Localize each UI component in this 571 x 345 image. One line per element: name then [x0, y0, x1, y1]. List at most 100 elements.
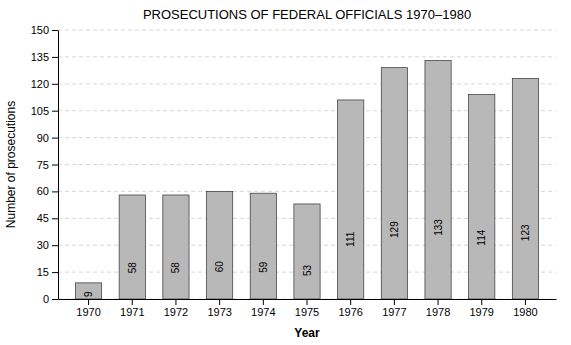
y-tick-mark [52, 299, 58, 300]
grid-line [58, 83, 556, 84]
y-axis-line [58, 31, 59, 300]
x-tick-mark [394, 299, 395, 305]
x-tick: 1976 [338, 299, 362, 318]
x-tick: 1973 [207, 299, 231, 318]
x-tick-label: 1980 [513, 306, 537, 318]
y-tick-mark [52, 245, 58, 246]
y-tick-mark [52, 30, 58, 31]
x-tick-label: 1977 [382, 306, 406, 318]
bar [250, 193, 276, 299]
y-tick: 15 [37, 266, 58, 278]
data-label: 123 [520, 224, 531, 241]
y-tick: 45 [37, 212, 58, 224]
y-tick-label: 120 [31, 78, 49, 90]
plot-area: 1970 1971 1972 1973 1974 1975 1976 1977 1978 1979… [31, 24, 557, 318]
y-tick-label: 90 [37, 132, 49, 144]
y-tick: 60 [37, 185, 58, 197]
data-label: 58 [127, 262, 138, 274]
x-tick-mark [350, 299, 351, 305]
y-tick-mark [52, 165, 58, 166]
y-tick-mark [52, 272, 58, 273]
x-tick-mark [307, 299, 308, 305]
x-tick: 1975 [295, 299, 319, 318]
y-axis: 0 15 30 45 60 75 90 105 120 135 150 [31, 24, 59, 305]
y-tick-label: 150 [31, 24, 49, 36]
y-tick: 30 [37, 239, 58, 251]
chart-svg: 1970 1971 1972 1973 1974 1975 1976 1977 1978 1979… [0, 0, 571, 345]
bar [512, 78, 538, 299]
bar [119, 195, 145, 299]
y-tick: 105 [31, 105, 58, 117]
x-tick-mark [88, 299, 89, 305]
y-tick-mark [52, 191, 58, 192]
y-tick-mark [52, 138, 58, 139]
y-tick: 75 [37, 159, 58, 171]
x-tick-label: 1975 [295, 306, 319, 318]
data-label: 60 [214, 261, 225, 273]
y-tick-label: 45 [37, 212, 49, 224]
x-tick: 1971 [120, 299, 144, 318]
x-tick: 1980 [513, 299, 537, 318]
x-tick: 1979 [469, 299, 493, 318]
bar [469, 95, 495, 299]
data-label: 129 [389, 221, 400, 238]
y-tick: 135 [31, 51, 58, 63]
grid-line [58, 56, 556, 57]
data-label: 59 [258, 261, 269, 273]
y-tick: 120 [31, 78, 58, 90]
x-tick-mark [175, 299, 176, 305]
y-tick-label: 15 [37, 266, 49, 278]
data-labels: 9 58 58 60 59 53 111 129 133 114 123 [83, 219, 531, 297]
bar [75, 283, 101, 299]
bar [381, 68, 407, 299]
y-tick-label: 75 [37, 159, 49, 171]
chart-container: 1970 1971 1972 1973 1974 1975 1976 1977 1978 1979… [0, 0, 571, 345]
grid [58, 30, 556, 299]
x-tick-label: 1971 [120, 306, 144, 318]
y-tick-mark [52, 84, 58, 85]
bars [75, 60, 538, 299]
y-tick-mark [52, 218, 58, 219]
x-tick-label: 1974 [251, 306, 275, 318]
x-tick-label: 1972 [164, 306, 188, 318]
y-tick-label: 30 [37, 239, 49, 251]
y-tick: 0 [43, 293, 58, 305]
bar [163, 195, 189, 299]
y-axis-title: Number of prosecutions [4, 101, 18, 228]
data-label: 9 [83, 291, 94, 297]
y-tick-label: 60 [37, 185, 49, 197]
bar [294, 204, 320, 299]
x-tick-mark [263, 299, 264, 305]
x-tick-mark [438, 299, 439, 305]
x-tick-label: 1973 [207, 306, 231, 318]
x-tick: 1977 [382, 299, 406, 318]
y-tick: 90 [37, 132, 58, 144]
chart-title: PROSECUTIONS OF FEDERAL OFFICIALS 1970–1… [143, 7, 471, 22]
bar [338, 100, 364, 299]
y-tick-label: 105 [31, 105, 49, 117]
data-label: 133 [433, 219, 444, 236]
x-tick: 1974 [251, 299, 275, 318]
x-tick: 1978 [426, 299, 450, 318]
x-tick-mark [219, 299, 220, 305]
x-tick: 1970 [76, 299, 100, 318]
y-tick-mark [52, 111, 58, 112]
bar [207, 191, 233, 299]
data-label: 111 [345, 231, 356, 247]
x-tick-mark [525, 299, 526, 305]
y-tick-label: 0 [43, 293, 49, 305]
bar [425, 60, 451, 299]
x-axis-title: Year [294, 326, 320, 340]
x-tick-label: 1979 [469, 306, 493, 318]
data-label: 53 [302, 264, 313, 276]
x-tick-mark [132, 299, 133, 305]
x-tick-label: 1978 [426, 306, 450, 318]
data-label: 58 [170, 262, 181, 274]
y-tick-label: 135 [31, 51, 49, 63]
x-tick-mark [481, 299, 482, 305]
data-label: 114 [476, 229, 487, 245]
grid-line [58, 30, 556, 31]
x-tick: 1972 [164, 299, 188, 318]
y-tick: 150 [31, 24, 58, 36]
x-tick-label: 1970 [76, 306, 100, 318]
